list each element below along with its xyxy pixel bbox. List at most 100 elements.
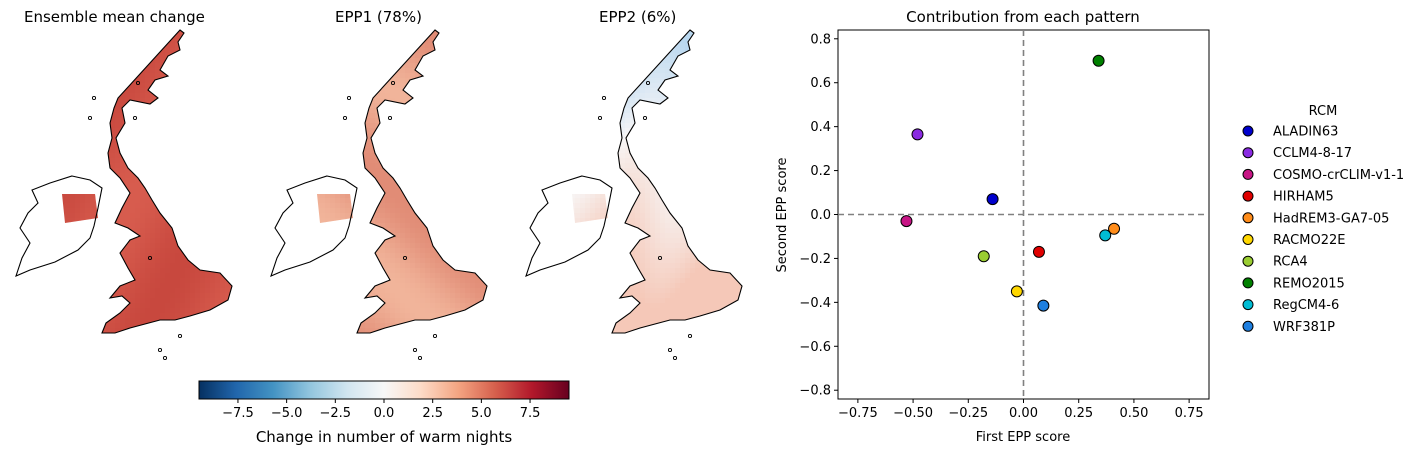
y-tick-label: −0.2	[799, 252, 831, 267]
legend-label: HadREM3-GA7-05	[1273, 211, 1389, 226]
legend: RCM ALADIN63 CCLM4-8-17 COSMO-crCLIM-v1-1 H…	[1242, 104, 1404, 335]
legend-label: HIRHAM5	[1273, 190, 1334, 205]
legend-marker	[1242, 125, 1254, 137]
island-outline	[412, 347, 418, 353]
x-tick-label: 0.00	[1009, 406, 1038, 421]
island-outline	[687, 333, 693, 339]
colorbar-tick-label: −7.5	[222, 406, 254, 421]
y-tick-label: 0.0	[810, 208, 831, 223]
island-outline	[642, 115, 648, 121]
island-outline	[157, 347, 163, 353]
island-outline	[432, 333, 438, 339]
island-outline	[390, 80, 396, 86]
point-aladin63	[986, 193, 999, 206]
island-outline	[387, 115, 393, 121]
legend-marker	[1242, 168, 1254, 180]
island-outline	[346, 95, 352, 101]
y-tick-label: 0.8	[810, 32, 831, 47]
point-hadrem3-ga7-05	[1108, 222, 1121, 235]
chart-title: Contribution from each pattern	[906, 8, 1140, 26]
island-outline	[342, 115, 348, 121]
legend-marker	[1242, 320, 1254, 332]
island-outline	[597, 115, 603, 121]
island-outline	[645, 80, 651, 86]
data-points	[900, 54, 1121, 312]
y-tick-label: −0.8	[799, 384, 831, 399]
legend-marker	[1242, 190, 1254, 202]
y-tick-label: −0.4	[799, 296, 831, 311]
map-fill	[572, 30, 742, 333]
map-fill	[62, 30, 232, 333]
legend-label: RACMO22E	[1273, 233, 1345, 248]
x-tick-label: −0.75	[838, 406, 878, 421]
ireland-outline	[270, 175, 358, 277]
map-epp1	[270, 29, 488, 361]
colorbar-tick-label: 0.0	[374, 406, 395, 421]
island-outline	[162, 355, 168, 361]
y-tick-label: 0.4	[810, 120, 831, 135]
colorbar-tick-label: 7.5	[520, 406, 541, 421]
legend-marker	[1242, 299, 1254, 311]
y-tick-label: −0.6	[799, 340, 831, 355]
island-outline	[667, 347, 673, 353]
x-axis-label: First EPP score	[976, 430, 1070, 445]
y-axis-label: Second EPP score	[775, 158, 790, 273]
point-wrf381p	[1037, 299, 1050, 312]
legend-label: RCA4	[1273, 255, 1308, 270]
map-fill	[317, 30, 487, 333]
colorbar-ticks: −7.5 −5.0 −2.5 0.0 2.5 5.0 7.5	[222, 399, 540, 421]
great-britain-outline	[611, 29, 743, 334]
legend-label: RegCM4-6	[1273, 298, 1339, 313]
island-outline	[91, 95, 97, 101]
x-tick-label: 0.75	[1175, 406, 1204, 421]
reference-lines	[838, 30, 1209, 399]
island-outline	[657, 255, 663, 261]
legend-marker	[1242, 277, 1254, 289]
colorbar-tick-label: −5.0	[271, 406, 303, 421]
island-outline	[601, 95, 607, 101]
island-outline	[417, 355, 423, 361]
colorbar-label: Change in number of warm nights	[256, 428, 513, 446]
ireland-outline	[15, 175, 103, 277]
point-rca4	[977, 250, 990, 263]
legend-marker	[1242, 147, 1254, 159]
map-title-ensemble-mean: Ensemble mean change	[24, 8, 205, 26]
legend-marker	[1242, 234, 1254, 245]
legend-label: ALADIN63	[1273, 125, 1338, 140]
point-hirham5	[1032, 245, 1045, 258]
x-tick-label: 0.25	[1064, 406, 1093, 421]
map-title-epp2: EPP2 (6%)	[599, 8, 677, 26]
map-title-epp1: EPP1 (78%)	[335, 8, 422, 26]
ireland-outline	[525, 175, 613, 277]
colorbar-gradient	[198, 380, 570, 400]
island-outline	[132, 115, 138, 121]
legend-title: RCM	[1309, 104, 1338, 119]
y-axis-ticks: −0.8 −0.6 −0.4 −0.2 0.0 0.2 0.4 0.6 0.8	[799, 32, 838, 399]
legend-label: CCLM4-8-17	[1273, 146, 1352, 161]
colorbar-tick-label: 2.5	[422, 406, 443, 421]
point-remo2015	[1092, 54, 1105, 67]
island-outline	[177, 333, 183, 339]
x-axis-ticks: −0.75 −0.50 −0.25 0.00 0.25 0.50 0.75	[838, 399, 1204, 421]
map-epp2	[525, 29, 743, 361]
legend-label: WRF381P	[1273, 320, 1335, 335]
point-cosmo-crclim-v1-1	[900, 215, 913, 228]
point-cclm4-8-17	[911, 128, 924, 141]
legend-label: COSMO-crCLIM-v1-1	[1273, 168, 1404, 183]
legend-marker	[1242, 255, 1254, 267]
legend-label: REMO2015	[1273, 276, 1345, 291]
island-outline	[402, 255, 408, 261]
island-outline	[87, 115, 93, 121]
y-tick-label: 0.6	[810, 76, 831, 91]
colorbar-tick-label: −2.5	[320, 406, 352, 421]
great-britain-outline	[101, 29, 233, 334]
x-tick-label: −0.50	[893, 406, 933, 421]
point-racmo22e	[1010, 285, 1023, 298]
map-ensemble-mean	[15, 29, 233, 361]
great-britain-outline	[356, 29, 488, 334]
island-outline	[135, 80, 141, 86]
legend-marker	[1242, 212, 1254, 224]
island-outline	[672, 355, 678, 361]
colorbar: −7.5 −5.0 −2.5 0.0 2.5 5.0 7.5 Change in numbe…	[198, 380, 570, 446]
scatter-chart: Contribution from each pattern −0.75 −0.5…	[775, 8, 1404, 445]
